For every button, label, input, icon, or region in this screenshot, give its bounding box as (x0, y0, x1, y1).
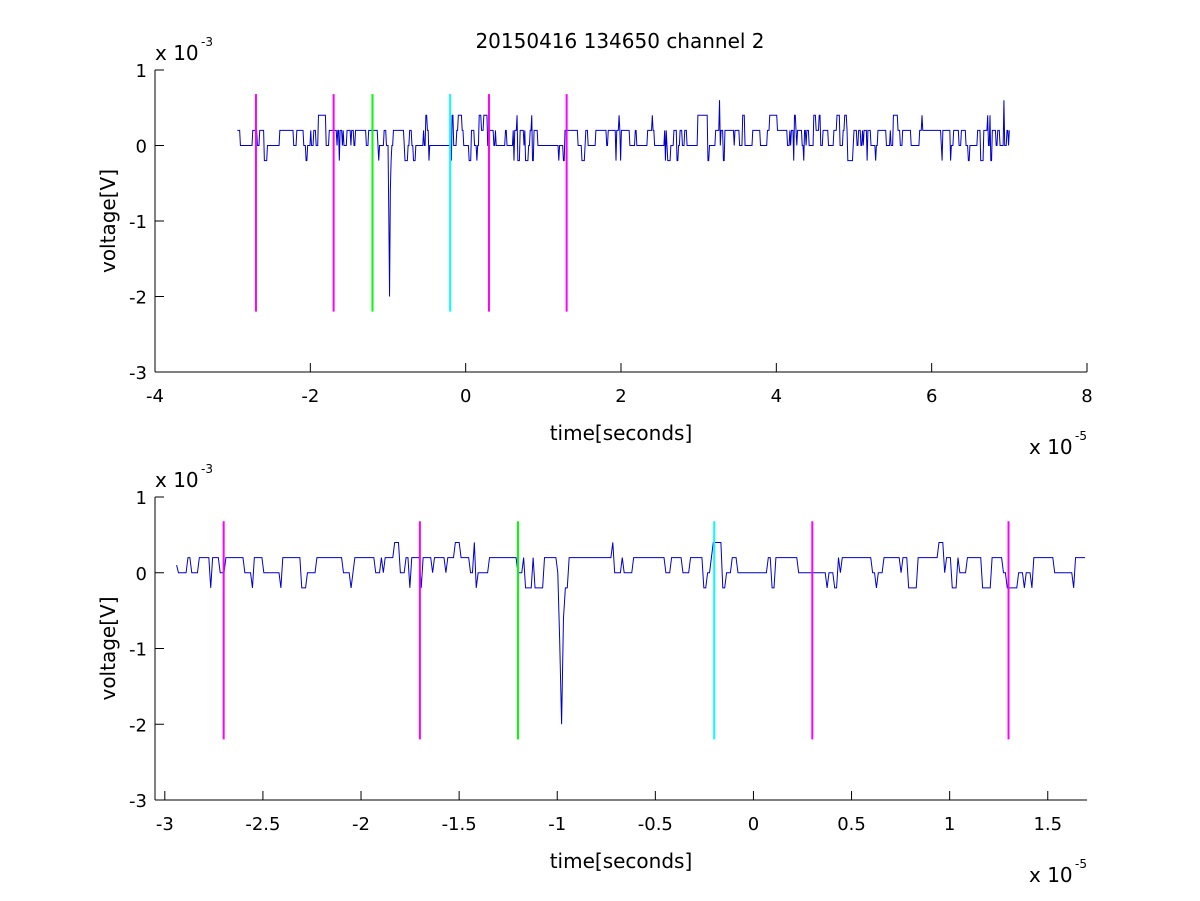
signal-trace (237, 100, 1010, 297)
x-exponent-label: x 10 (1029, 863, 1073, 887)
x-tick-label: -3 (156, 814, 174, 835)
figure-title: 20150416 134650 channel 2 (475, 29, 764, 53)
x-axis-label: time[seconds] (550, 849, 693, 873)
x-exponent-power: -5 (1075, 429, 1087, 443)
y-tick-label: 0 (136, 137, 147, 158)
x-exponent-label: x 10 (1029, 435, 1073, 459)
x-tick-label: -2 (301, 386, 319, 407)
x-tick-label: 8 (1081, 386, 1092, 407)
x-tick-label: 0.5 (837, 814, 866, 835)
x-tick-label: -2.5 (245, 814, 280, 835)
y-tick-label: 0 (136, 564, 147, 585)
y-axis-label: voltage[V] (96, 169, 120, 273)
y-tick-label: -1 (129, 640, 147, 661)
y-exponent-label: x 10 (155, 468, 199, 492)
signal-trace (176, 541, 1086, 725)
x-tick-label: 0 (748, 814, 759, 835)
bottom-axes: -3 -2.5 -2 -1.5 -1 -0.5 0 0.5 1 1.5 -3 -2 -1 0 1 time[s… (96, 462, 1087, 887)
x-tick-label: 1.5 (1033, 814, 1062, 835)
x-tick-label: -2 (352, 814, 370, 835)
x-tick-label: 0 (460, 386, 471, 407)
y-tick-label: -2 (129, 288, 147, 309)
x-tick-label: 4 (771, 386, 782, 407)
y-tick-label: 1 (136, 488, 147, 509)
x-tick-label: 2 (615, 386, 626, 407)
y-tick-label: -1 (129, 212, 147, 233)
x-tick-label: 1 (944, 814, 955, 835)
y-tick-label: 1 (136, 61, 147, 82)
y-exponent-power: -3 (201, 462, 213, 476)
y-exponent-label: x 10 (155, 41, 199, 65)
top-axes: -4 -2 0 2 4 6 8 -3 -2 -1 0 1 time[seconds] voltage[V]… (96, 35, 1093, 459)
x-tick-label: -4 (146, 386, 164, 407)
y-axis-label: voltage[V] (96, 596, 120, 700)
x-tick-label: -0.5 (638, 814, 673, 835)
x-exponent-power: -5 (1075, 857, 1087, 871)
x-tick-label: 6 (926, 386, 937, 407)
y-tick-label: -3 (129, 363, 147, 384)
y-tick-label: -3 (129, 791, 147, 812)
y-exponent-power: -3 (201, 35, 213, 49)
y-tick-label: -2 (129, 715, 147, 736)
x-axis-label: time[seconds] (550, 421, 693, 445)
x-tick-label: -1 (548, 814, 566, 835)
x-tick-label: -1.5 (442, 814, 477, 835)
